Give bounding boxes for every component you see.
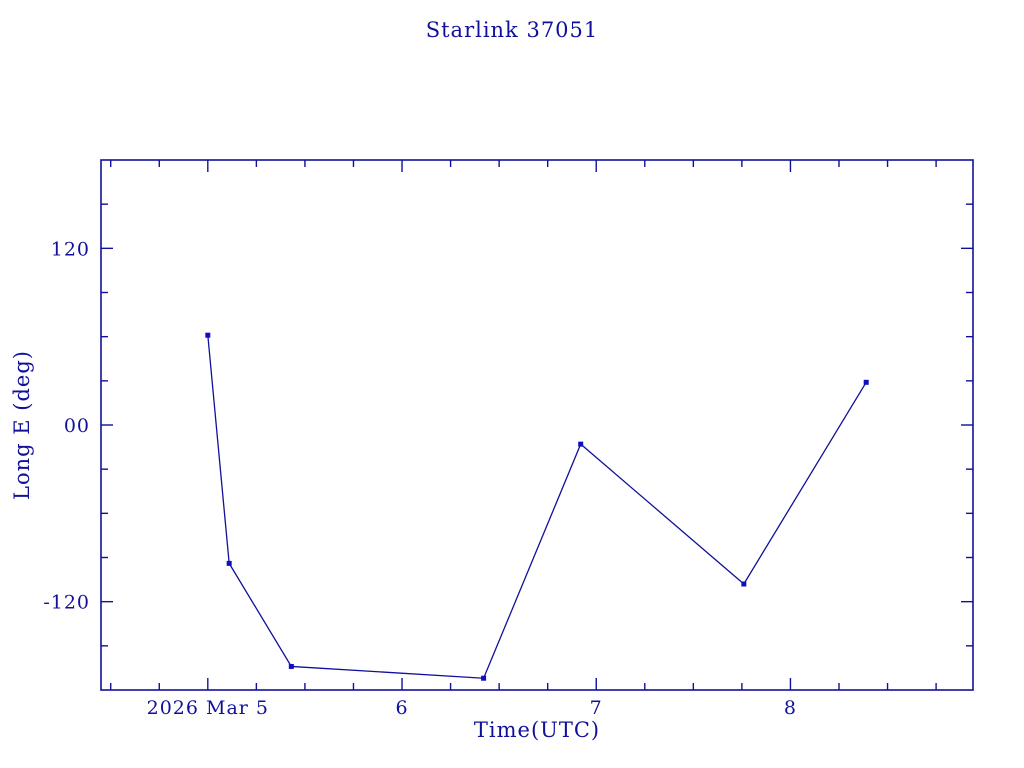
x-axis-title: Time(UTC): [473, 718, 601, 742]
data-point-marker: [578, 441, 584, 447]
data-point-marker: [205, 332, 211, 338]
y-tick-label: 120: [51, 238, 90, 260]
data-point-marker: [741, 581, 747, 587]
chart-title: Starlink 37051: [425, 18, 599, 42]
data-point-marker: [481, 675, 487, 681]
plot-frame: [100, 159, 974, 691]
y-tick-label: 00: [64, 415, 90, 437]
x-tick-label: 2026 Mar 5: [147, 697, 269, 719]
data-point-marker: [288, 663, 294, 669]
x-tick-label: 8: [784, 697, 797, 719]
data-line: [207, 335, 867, 679]
x-tick-label: 7: [590, 697, 603, 719]
x-tick-label: 6: [395, 697, 408, 719]
data-point-marker: [863, 379, 869, 385]
y-tick-label: -120: [43, 592, 90, 614]
data-point-marker: [226, 560, 232, 566]
